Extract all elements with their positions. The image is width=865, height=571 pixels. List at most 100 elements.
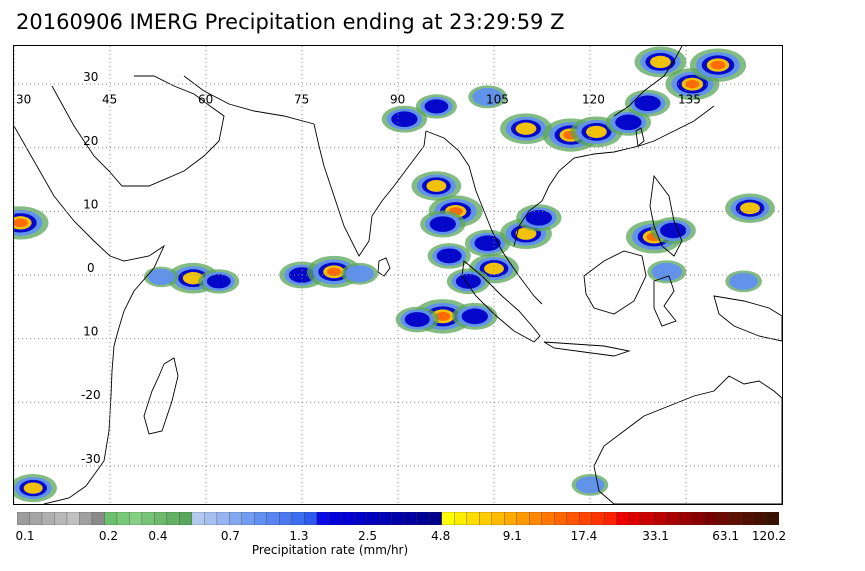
precip-cell [650, 217, 696, 244]
colorbar-swatch [466, 512, 480, 525]
precip-cell [427, 243, 471, 269]
precip-contour [474, 235, 501, 251]
graticule [14, 46, 782, 504]
colorbar-swatch [29, 512, 43, 525]
coastline-sumatra [461, 260, 541, 343]
precip-cell [452, 302, 498, 330]
colorbar-swatch [341, 512, 355, 525]
precip-cell [143, 266, 179, 288]
precip-contour [710, 60, 726, 70]
coastlines [14, 46, 782, 504]
precip-contour [525, 209, 552, 226]
coastline-madagascar [143, 357, 179, 435]
colorbar-swatch [491, 512, 505, 525]
colorbar-swatch [716, 512, 730, 525]
coastline-new-guinea [713, 295, 782, 342]
colorbar-swatch [17, 512, 30, 525]
coastline-philippines [649, 174, 683, 257]
precip-cell [725, 193, 775, 223]
colorbar-swatch [116, 512, 130, 525]
colorbar-swatch [291, 512, 305, 525]
precip-cell [14, 474, 57, 503]
precipitation-map: 30 45 60 75 90 105 120 135 30 20 10 0 10 -20 -30 [13, 45, 783, 505]
colorbar-swatch [54, 512, 68, 525]
colorbar-swatch [603, 512, 618, 525]
colorbar-swatch [316, 512, 330, 525]
latitude-label-30: 30 [83, 70, 98, 84]
precip-cell [634, 46, 687, 78]
latitude-label--30: -30 [81, 452, 101, 466]
colorbar-swatch [416, 512, 430, 525]
figure-title: 20160906 IMERG Precipitation ending at 2… [16, 10, 565, 34]
longitude-label-60: 60 [198, 92, 213, 106]
coastline-arabia [51, 75, 225, 187]
colorbar-label: 120.2 [751, 529, 787, 543]
precipitation-colorbar [17, 512, 779, 525]
colorbar-swatch [666, 512, 680, 525]
colorbar-swatch [516, 512, 530, 525]
colorbar-label: 9.1 [502, 529, 522, 543]
coastline-australia [593, 375, 782, 504]
longitude-label-30: 30 [16, 92, 31, 106]
precip-contour [484, 262, 504, 275]
precip-cell [14, 206, 49, 240]
colorbar-swatch [329, 512, 343, 525]
colorbar-swatch [266, 512, 280, 525]
colorbar-swatch [379, 512, 393, 525]
coastline-africa [14, 125, 166, 504]
precip-cell [725, 270, 762, 293]
colorbar-swatch [241, 512, 255, 525]
colorbar-swatch [578, 512, 593, 525]
precip-contour [391, 111, 418, 127]
colorbar-labels: 0.1 0.2 0.4 0.7 1.3 2.5 4.8 9.1 17.4 33.1 63.1 120.… [0, 529, 865, 545]
precip-contour [461, 308, 488, 325]
colorbar-swatch [41, 512, 55, 525]
precip-contour [436, 248, 462, 264]
colorbar-swatch [391, 512, 405, 525]
longitude-label-105: 105 [486, 92, 509, 106]
colorbar-swatch [703, 512, 717, 525]
coastline-iran [183, 75, 315, 125]
precip-cell [341, 262, 378, 285]
precip-contour [651, 262, 682, 281]
colorbar-swatch [154, 512, 168, 525]
colorbar-swatch [454, 512, 468, 525]
precip-cell [468, 85, 508, 109]
colorbar-swatch [653, 512, 668, 525]
colorbar-swatch [354, 512, 368, 525]
longitude-label-75: 75 [294, 92, 309, 106]
colorbar-swatch [529, 512, 543, 525]
precip-contour [515, 122, 537, 135]
colorbar-label: 4.8 [431, 529, 451, 543]
precip-contour [424, 99, 449, 114]
colorbar-swatch [166, 512, 180, 525]
colorbar-label: 2.5 [357, 529, 378, 543]
precip-cell [469, 253, 519, 284]
colorbar-swatch [741, 512, 755, 525]
latitude-label-10: 10 [83, 325, 98, 339]
colorbar-label: 1.3 [289, 529, 309, 543]
colorbar-swatch [279, 512, 293, 525]
colorbar-swatch [104, 512, 118, 525]
colorbar-label: 0.1 [15, 529, 35, 543]
latitude-label-20: 20 [83, 134, 98, 148]
precip-cell [381, 105, 428, 133]
precip-cell [198, 269, 240, 294]
coastline-se-asia [425, 130, 543, 305]
precip-cell [689, 48, 747, 82]
precip-contour [326, 267, 342, 276]
colorbar-swatch [753, 512, 767, 525]
precip-contour [206, 274, 231, 289]
longitude-label-45: 45 [102, 92, 117, 106]
coastline-indochina [513, 105, 715, 247]
colorbar-swatch [553, 512, 568, 525]
colorbar-swatch [204, 512, 218, 525]
coastline-taiwan [635, 127, 645, 147]
colorbar-title: Precipitation rate (mm/hr) [251, 543, 409, 557]
colorbar-label: 17.4 [570, 529, 598, 543]
colorbar-swatch [191, 512, 205, 525]
longitude-label-90: 90 [390, 92, 405, 106]
colorbar-swatch [129, 512, 143, 525]
colorbar-label: 0.4 [148, 529, 168, 543]
precip-contour [14, 218, 28, 228]
